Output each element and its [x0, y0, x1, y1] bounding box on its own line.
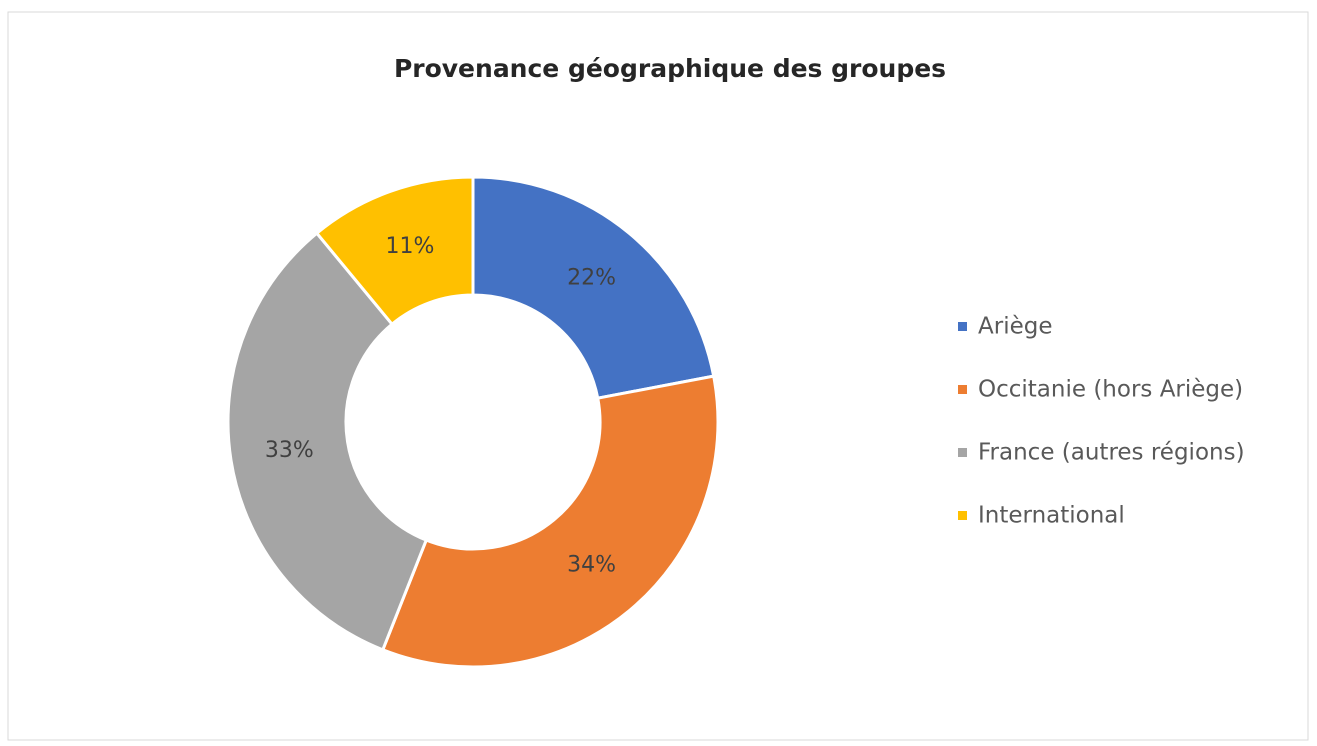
- legend-swatch: [958, 322, 967, 331]
- chart-title: Provenance géographique des groupes: [394, 54, 946, 83]
- legend-label: International: [978, 503, 1125, 529]
- legend-swatch: [958, 385, 967, 394]
- legend-label: Ariège: [978, 314, 1052, 340]
- legend-label: Occitanie (hors Ariège): [978, 377, 1243, 403]
- legend-label: France (autres régions): [978, 440, 1245, 466]
- slice: [380, 374, 720, 669]
- data-label: 33%: [265, 438, 314, 463]
- legend-swatch: [958, 448, 967, 457]
- data-label: 11%: [386, 234, 435, 259]
- legend-swatch: [958, 511, 967, 520]
- slice: [226, 231, 429, 652]
- slice: [471, 175, 716, 400]
- data-label: 22%: [567, 266, 616, 291]
- slice: [314, 175, 475, 327]
- data-label: 34%: [567, 552, 616, 577]
